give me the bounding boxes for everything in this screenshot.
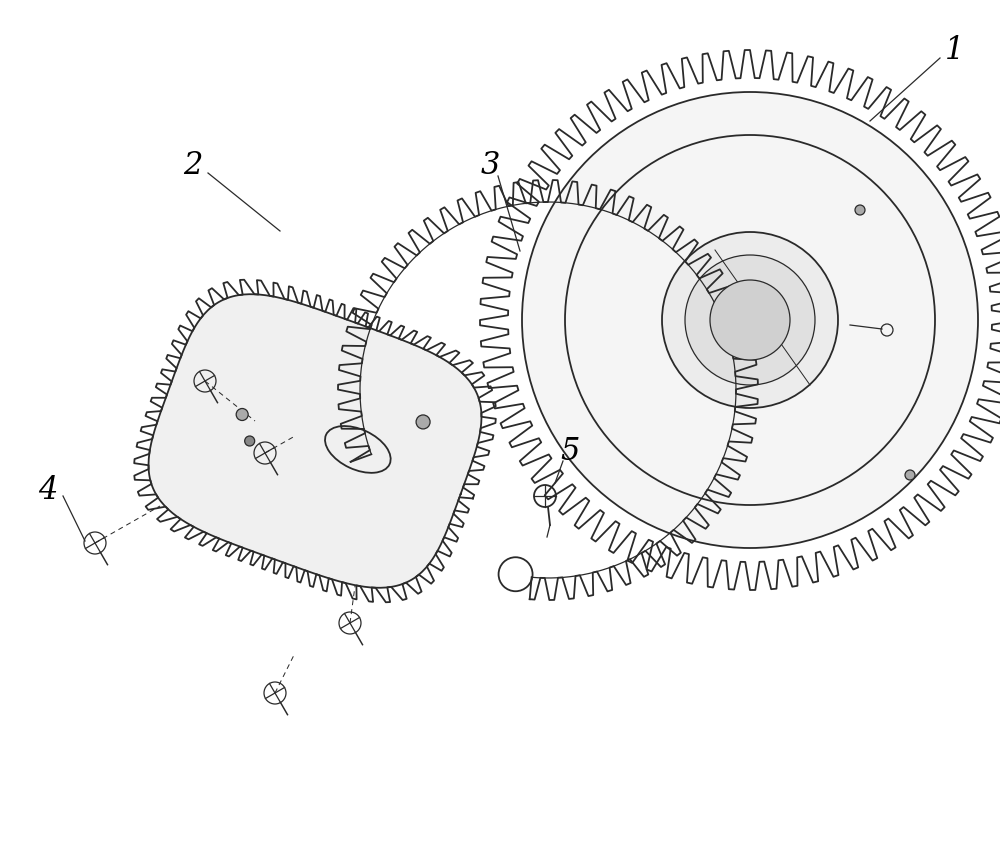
Circle shape <box>905 470 915 480</box>
Circle shape <box>685 255 815 385</box>
Circle shape <box>245 436 255 446</box>
Circle shape <box>662 232 838 408</box>
Circle shape <box>416 415 430 429</box>
Text: 3: 3 <box>480 150 500 181</box>
Circle shape <box>522 92 978 548</box>
Circle shape <box>710 280 790 360</box>
Text: 5: 5 <box>560 436 580 467</box>
Polygon shape <box>149 294 481 588</box>
Text: 1: 1 <box>945 34 965 66</box>
Circle shape <box>236 409 248 420</box>
Circle shape <box>855 205 865 215</box>
Text: 4: 4 <box>38 474 58 505</box>
Text: 2: 2 <box>183 150 203 181</box>
